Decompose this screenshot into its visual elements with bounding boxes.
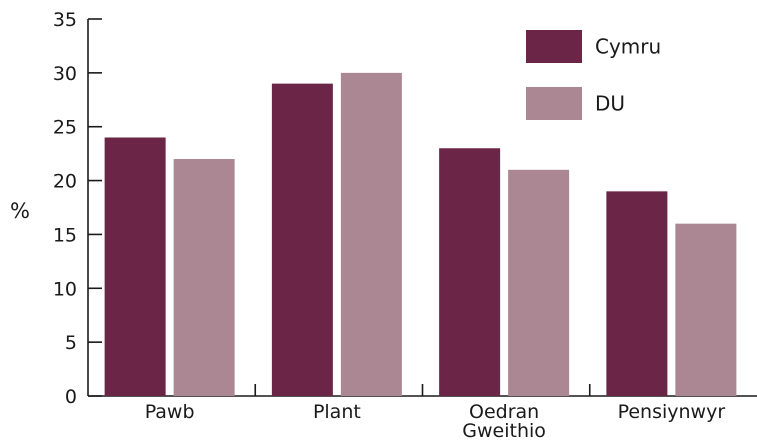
y-axis-label: %: [10, 199, 30, 223]
bar-du-0: [173, 159, 235, 396]
x-tick-label: Oedran Gweithio: [462, 401, 546, 442]
bar-du-2: [508, 169, 570, 396]
legend-swatch-du: [526, 87, 582, 120]
legend-label-du: DU: [595, 92, 625, 116]
bar-du-3: [675, 223, 737, 396]
y-axis: 0 5 10 15 20 25 30 35: [53, 9, 102, 408]
y-tick-label: 30: [53, 63, 77, 85]
x-tick-label: Pawb: [145, 401, 195, 423]
y-tick-label: 20: [53, 171, 77, 193]
y-tick-label: 15: [53, 224, 77, 246]
bars: [104, 72, 737, 396]
y-tick-label: 5: [65, 332, 77, 354]
bar-cymru-0: [104, 137, 166, 396]
bar-cymru-2: [439, 148, 501, 396]
legend-label-cymru: Cymru: [595, 35, 661, 59]
y-tick-label: 35: [53, 9, 77, 31]
y-tick-label: 10: [53, 278, 77, 300]
x-tick-label: Pensiynwyr: [618, 401, 726, 423]
bar-du-1: [340, 72, 402, 396]
bar-cymru-3: [606, 191, 668, 396]
legend: Cymru DU: [526, 30, 661, 120]
y-tick-label: 0: [65, 386, 77, 408]
y-tick-label: 25: [53, 117, 77, 139]
x-tick-label: Plant: [313, 401, 361, 423]
legend-swatch-cymru: [526, 30, 582, 63]
bar-cymru-1: [271, 83, 333, 396]
